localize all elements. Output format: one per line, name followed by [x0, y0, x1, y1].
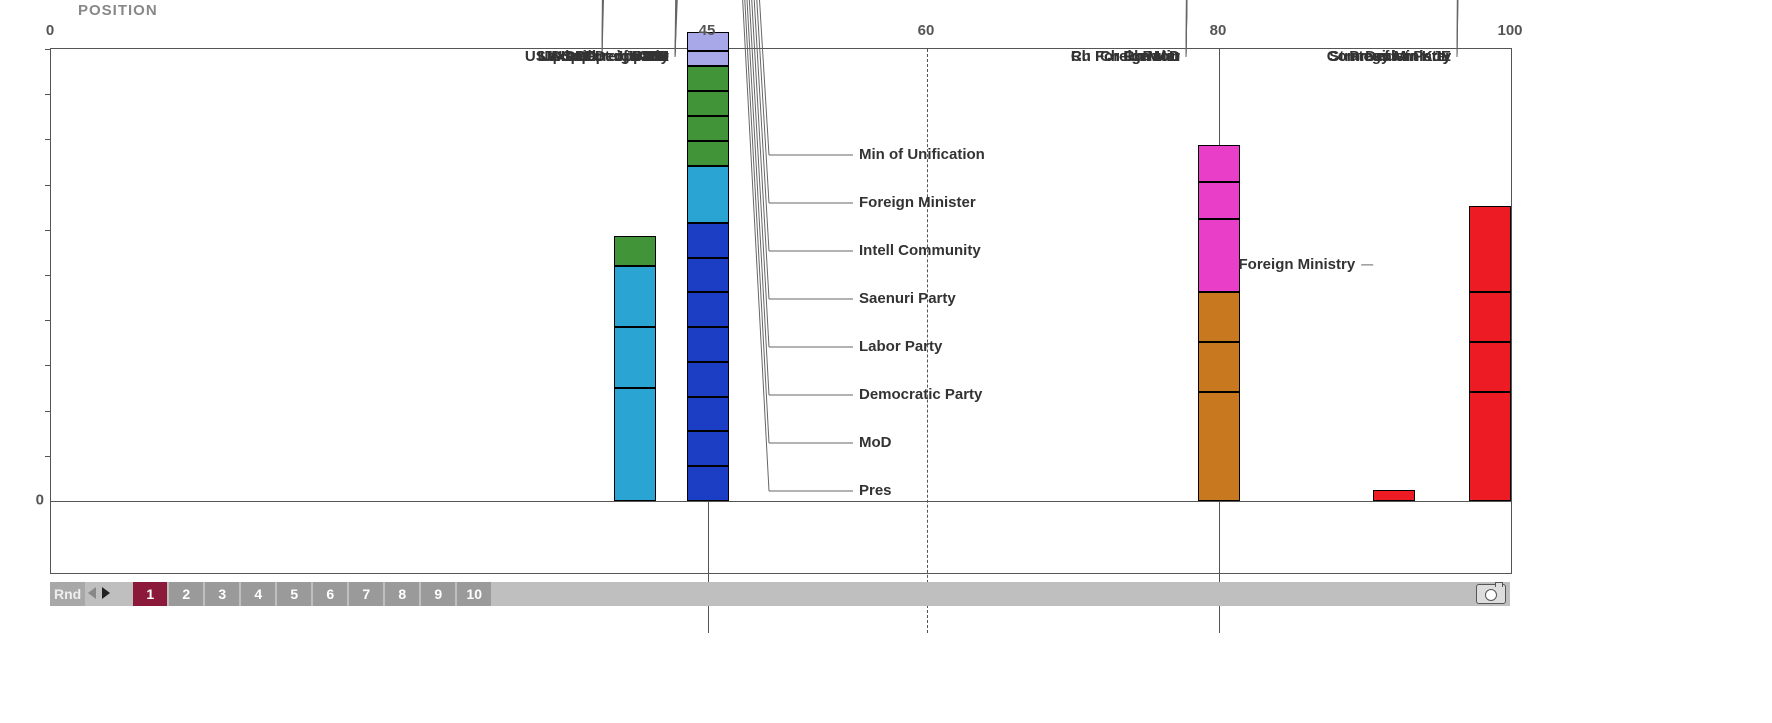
bar-segment — [1198, 342, 1240, 392]
bar-segment — [687, 66, 729, 91]
x-tick-label: 45 — [699, 22, 716, 39]
bar-segment — [687, 292, 729, 327]
bar-stack — [1469, 206, 1511, 502]
leader-lines — [51, 49, 1511, 573]
segment-label: Intell Community — [859, 242, 981, 259]
segment-label: Labor Party — [859, 338, 942, 355]
bar-segment — [1373, 490, 1415, 501]
bar-segment — [1469, 392, 1511, 501]
bar-stack — [1198, 145, 1240, 501]
segment-label: Strategy Ministry — [1329, 48, 1451, 65]
round-footer: Rnd 12345678910 — [50, 582, 1510, 606]
bar-segment — [687, 141, 729, 166]
x-tick-label: 0 — [46, 22, 54, 39]
bar-segment — [1198, 392, 1240, 501]
bar-segment — [687, 166, 729, 223]
bar-segment — [1198, 145, 1240, 182]
bar-segment — [687, 431, 729, 466]
x-tick-label: 60 — [918, 22, 935, 39]
segment-label: MoD — [859, 434, 892, 451]
rnd-label: Rnd — [50, 582, 85, 606]
bar-segment — [614, 236, 656, 266]
bar-segment — [614, 388, 656, 501]
round-tab[interactable]: 5 — [277, 582, 311, 606]
bar-stack — [687, 32, 729, 501]
segment-label: IAEA — [633, 48, 669, 65]
round-tab[interactable]: 9 — [421, 582, 455, 606]
y-zero-label: 0 — [36, 492, 44, 509]
chart-container: POSITION US AdminUS DoDUs IntellJp LDPPr… — [0, 0, 1772, 723]
bar-segment — [687, 258, 729, 293]
segment-label: Saenuri Party — [859, 290, 956, 307]
bar-segment — [1198, 219, 1240, 293]
segment-label: Democratic Party — [859, 386, 982, 403]
bar-segment — [687, 51, 729, 65]
bar-stack — [614, 236, 656, 501]
x-tick-label: 100 — [1497, 22, 1522, 39]
segment-label: Pres — [859, 482, 892, 499]
bar-segment — [1469, 292, 1511, 342]
bar-segment — [614, 266, 656, 327]
round-tab[interactable]: 8 — [385, 582, 419, 606]
prev-round-button[interactable] — [85, 586, 99, 602]
bar-segment — [687, 466, 729, 501]
bar-segment — [687, 362, 729, 397]
camera-icon[interactable] — [1476, 584, 1506, 604]
bar-segment — [687, 91, 729, 116]
axis-title: POSITION — [78, 2, 158, 19]
bar-segment — [1198, 182, 1240, 219]
next-round-button[interactable] — [99, 586, 113, 602]
bar-segment — [1469, 206, 1511, 293]
round-tab[interactable]: 1 — [133, 582, 167, 606]
bar-segment — [687, 116, 729, 141]
bar-segment — [687, 397, 729, 432]
segment-label: Ru MoD — [1123, 48, 1180, 65]
plot-area: US AdminUS DoDUs IntellJp LDPPresMoDDemo… — [50, 48, 1512, 574]
segment-label: Foreign Ministry — [1239, 256, 1356, 273]
round-tabs: 12345678910 — [133, 582, 491, 606]
segment-label: Foreign Minister — [859, 194, 976, 211]
segment-label: Min of Unification — [859, 146, 985, 163]
round-tab[interactable]: 6 — [313, 582, 347, 606]
round-tab[interactable]: 7 — [349, 582, 383, 606]
bar-segment — [1198, 292, 1240, 342]
round-tab[interactable]: 3 — [205, 582, 239, 606]
round-tab[interactable]: 4 — [241, 582, 275, 606]
bar-segment — [614, 327, 656, 388]
bar-segment — [1469, 342, 1511, 392]
bar-stack — [1373, 490, 1415, 501]
round-tab[interactable]: 10 — [457, 582, 491, 606]
bar-segment — [687, 223, 729, 258]
x-tick-label: 80 — [1210, 22, 1227, 39]
round-tab[interactable]: 2 — [169, 582, 203, 606]
baseline — [51, 501, 1511, 502]
bar-segment — [687, 327, 729, 362]
